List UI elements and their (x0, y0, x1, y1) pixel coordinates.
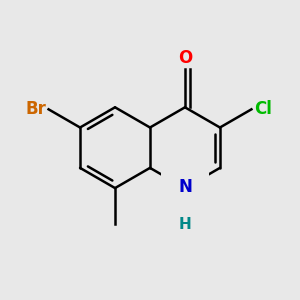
Text: O: O (178, 49, 192, 67)
Text: N: N (178, 178, 192, 196)
Text: Br: Br (26, 100, 46, 118)
Text: H: H (178, 218, 191, 232)
Text: Cl: Cl (254, 100, 272, 118)
